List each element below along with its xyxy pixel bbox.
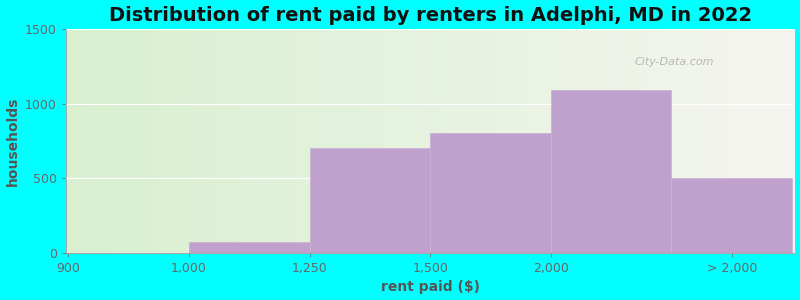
Bar [189,242,310,253]
Bar [430,134,551,253]
X-axis label: rent paid ($): rent paid ($) [381,280,480,294]
Bar [671,178,792,253]
Title: Distribution of rent paid by renters in Adelphi, MD in 2022: Distribution of rent paid by renters in … [109,6,752,25]
Bar [551,90,671,253]
Bar [310,148,430,253]
Text: City-Data.com: City-Data.com [634,58,714,68]
Y-axis label: households: households [6,96,19,186]
